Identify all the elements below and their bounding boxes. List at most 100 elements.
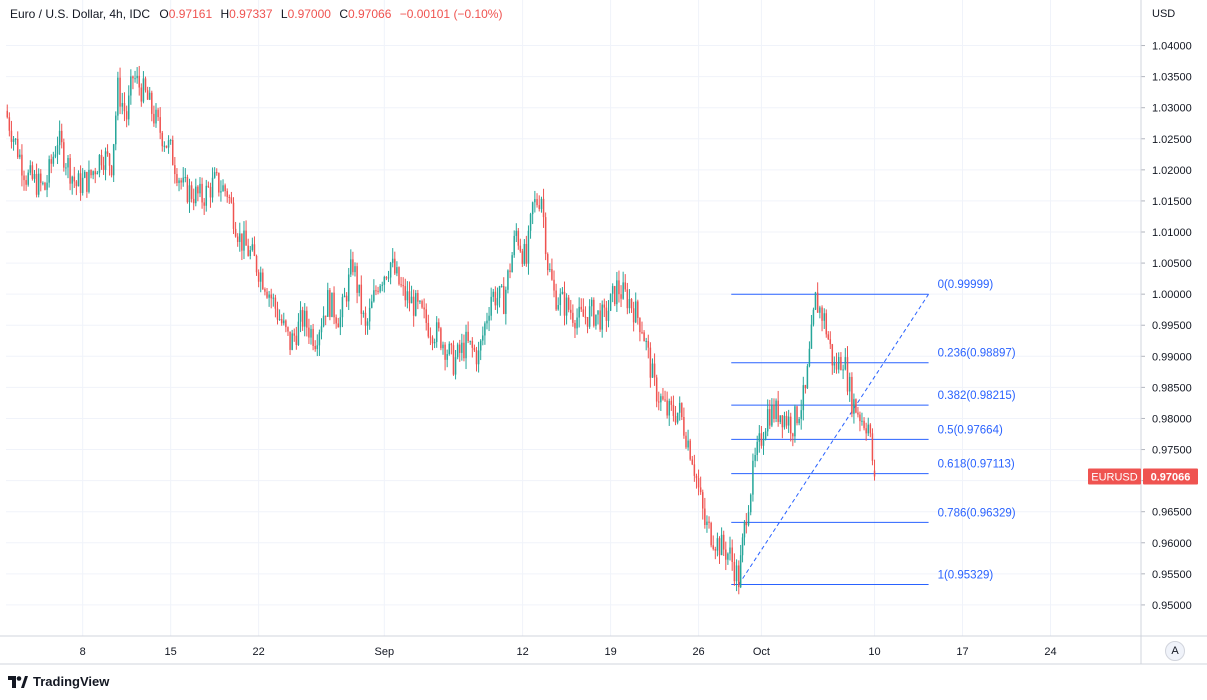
candle-body bbox=[391, 258, 394, 263]
candle-body bbox=[727, 553, 729, 560]
y-tick-label: 1.00000 bbox=[1152, 289, 1192, 301]
candle-body bbox=[163, 145, 166, 147]
candle-body bbox=[329, 290, 331, 317]
candle-body bbox=[259, 272, 262, 282]
candle-body bbox=[523, 243, 526, 264]
y-tick-label: 0.96500 bbox=[1152, 507, 1192, 519]
candle-body bbox=[192, 198, 195, 204]
candle-body bbox=[825, 313, 828, 335]
candle-body bbox=[230, 197, 233, 203]
candle-body bbox=[394, 258, 396, 274]
candle-body bbox=[201, 183, 203, 203]
price-labels: EURUSD 0.97066 bbox=[1088, 468, 1198, 485]
candle-body bbox=[427, 322, 430, 337]
candle-body bbox=[475, 350, 478, 365]
candle-body bbox=[106, 151, 109, 154]
auto-scale-button[interactable]: A bbox=[1165, 641, 1185, 661]
candle-body bbox=[754, 455, 756, 461]
candle-body bbox=[456, 344, 459, 358]
candle-body bbox=[760, 433, 763, 446]
candle-body bbox=[580, 306, 583, 310]
fib-trend-line bbox=[738, 293, 929, 585]
candle-body bbox=[699, 487, 702, 493]
candle-body bbox=[521, 251, 524, 264]
candle-body bbox=[729, 547, 731, 554]
candle-body bbox=[406, 291, 409, 301]
fib-level-label: 0.5(0.97664) bbox=[938, 424, 1003, 436]
candle-body bbox=[14, 138, 17, 140]
candle-body bbox=[184, 177, 187, 179]
candle-body bbox=[188, 185, 191, 203]
candle-body bbox=[132, 76, 134, 79]
y-tick-label: 0.95500 bbox=[1152, 569, 1192, 581]
candle-body bbox=[75, 181, 78, 187]
candle-body bbox=[463, 342, 465, 359]
candle-body bbox=[738, 565, 740, 588]
candle-body bbox=[381, 284, 383, 286]
candle-body bbox=[502, 286, 505, 314]
candle-body bbox=[295, 335, 298, 345]
candle-body bbox=[46, 182, 48, 190]
candle-body bbox=[546, 254, 549, 271]
candle-body bbox=[440, 328, 442, 349]
candle-body bbox=[255, 255, 258, 273]
candle-body bbox=[257, 272, 260, 282]
tradingview-footer[interactable]: TradingView bbox=[8, 674, 109, 689]
candle-body bbox=[496, 298, 499, 306]
candle-body bbox=[704, 508, 706, 526]
candle-body bbox=[603, 304, 606, 308]
candle-body bbox=[77, 173, 80, 187]
candle-body bbox=[796, 406, 798, 424]
candle-body bbox=[350, 259, 352, 275]
candle-body bbox=[146, 90, 149, 100]
low-label: L bbox=[280, 7, 288, 21]
candle-body bbox=[561, 291, 564, 294]
candle-body bbox=[44, 182, 46, 190]
candle-body bbox=[8, 117, 11, 131]
candle-body bbox=[287, 327, 289, 332]
candle-body bbox=[119, 77, 121, 107]
candle-body bbox=[88, 169, 90, 192]
y-tick-label: 1.03500 bbox=[1152, 72, 1192, 84]
x-tick-label: Oct bbox=[753, 646, 770, 658]
candle-body bbox=[140, 87, 143, 102]
candle-body bbox=[37, 173, 40, 195]
candle-body bbox=[634, 301, 637, 323]
candle-body bbox=[362, 312, 365, 314]
candle-body bbox=[490, 296, 492, 316]
candle-body bbox=[559, 293, 562, 306]
last-price-text: 0.97066 bbox=[1151, 472, 1191, 484]
candle-body bbox=[108, 153, 111, 166]
candle-body bbox=[207, 185, 210, 187]
candle-body bbox=[92, 171, 94, 176]
candle-body bbox=[25, 180, 27, 185]
fib-level-label: 0.786(0.96329) bbox=[938, 507, 1016, 519]
candle-body bbox=[873, 470, 876, 477]
low-value: 0.97000 bbox=[287, 7, 331, 21]
candle-body bbox=[387, 277, 390, 279]
candle-body bbox=[272, 297, 275, 299]
candle-body bbox=[327, 290, 329, 317]
symbol-title[interactable]: Euro / U.S. Dollar, 4h, IDC bbox=[10, 7, 151, 21]
candle-body bbox=[123, 103, 126, 112]
candle-body bbox=[810, 324, 813, 349]
candle-body bbox=[224, 185, 226, 192]
candle-body bbox=[303, 310, 306, 327]
candle-body bbox=[867, 424, 869, 434]
candle-body bbox=[40, 173, 42, 183]
candle-body bbox=[812, 309, 815, 325]
candle-body bbox=[341, 297, 344, 318]
candle-body bbox=[641, 332, 643, 334]
candle-body bbox=[804, 385, 807, 389]
candle-body bbox=[863, 420, 865, 429]
candle-body bbox=[500, 286, 503, 288]
candle-body bbox=[507, 270, 509, 290]
candle-body bbox=[837, 357, 840, 370]
fibonacci-retracement[interactable]: 0(0.99999) 0.236(0.98897) 0.382(0.98215) 0.… bbox=[731, 279, 1016, 585]
candle-body bbox=[792, 433, 794, 437]
y-tick-label: 0.99000 bbox=[1152, 351, 1192, 363]
y-tick-label: 1.04000 bbox=[1152, 41, 1192, 53]
y-tick-label: 0.99500 bbox=[1152, 320, 1192, 332]
candle-body bbox=[647, 340, 650, 348]
